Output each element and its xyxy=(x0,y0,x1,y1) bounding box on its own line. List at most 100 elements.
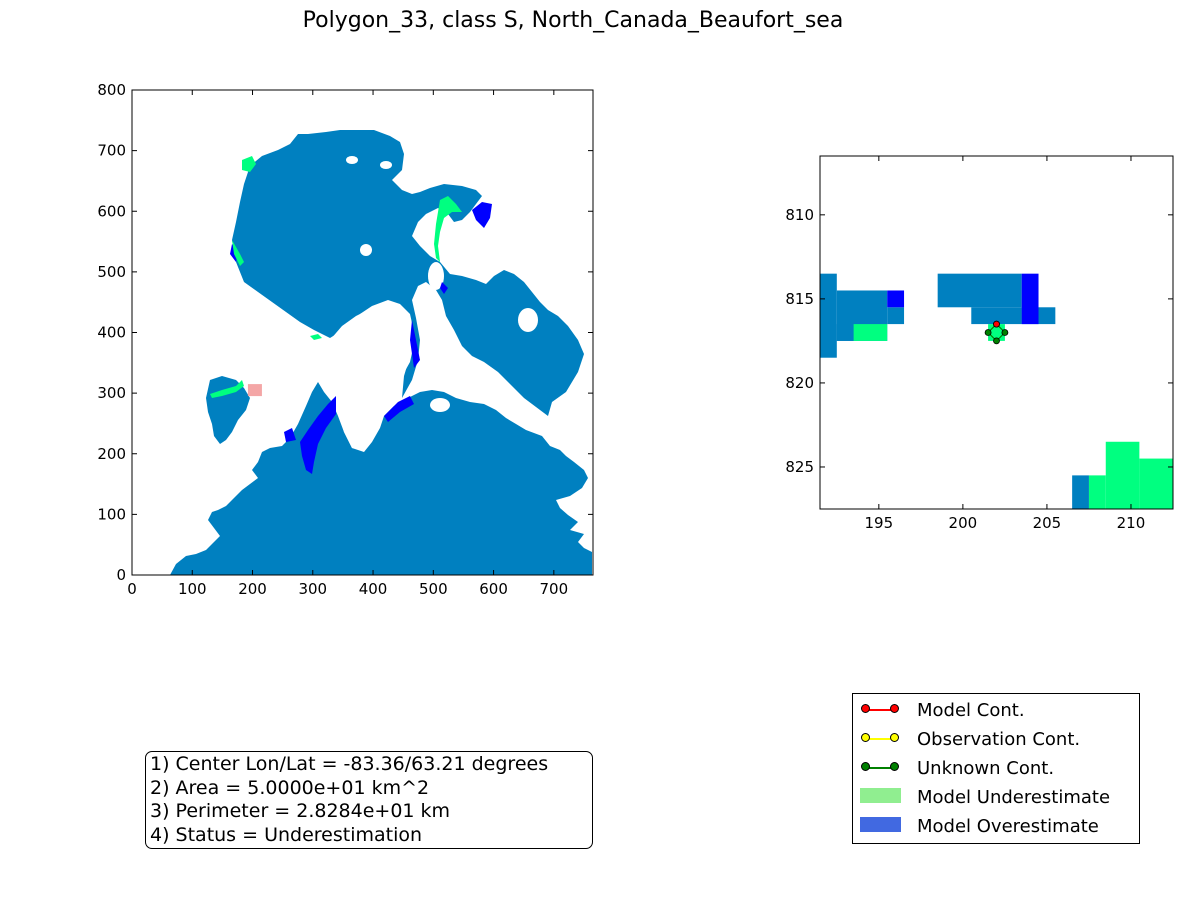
cell-ocean xyxy=(887,307,905,325)
x-tick-label: 600 xyxy=(479,580,508,598)
cell-ocean xyxy=(1072,475,1089,509)
x-tick-label: 0 xyxy=(127,580,137,598)
cell-ocean xyxy=(820,273,837,358)
ocean-south-region xyxy=(170,382,592,575)
y-tick-label: 600 xyxy=(97,202,126,220)
y-tick-label: 820 xyxy=(785,374,814,392)
underestimate-mark-5 xyxy=(310,334,322,340)
x-tick-label: 400 xyxy=(359,580,388,598)
legend-marker-icon xyxy=(861,733,870,742)
x-tick-label: 700 xyxy=(540,580,569,598)
y-tick-label: 300 xyxy=(97,384,126,402)
x-tick-label: 200 xyxy=(949,514,978,532)
info-center: 1) Center Lon/Lat = -83.36/63.21 degrees xyxy=(150,753,549,775)
zoom-cells xyxy=(820,273,1173,509)
island-1 xyxy=(360,244,372,256)
y-tick-label: 500 xyxy=(97,263,126,281)
cell-ocean xyxy=(971,307,1022,325)
info-perimeter: 3) Perimeter = 2.8284e+01 km xyxy=(150,800,451,822)
island-3 xyxy=(346,156,358,164)
y-tick-label: 100 xyxy=(97,505,126,523)
y-tick-label: 400 xyxy=(97,324,126,342)
x-tick-label: 205 xyxy=(1033,514,1062,532)
x-tick-label: 210 xyxy=(1117,514,1146,532)
legend-label: Model Cont. xyxy=(917,700,1025,721)
overestimate-mark-2 xyxy=(472,202,492,228)
legend-patch-icon xyxy=(860,788,901,803)
zoom-frame xyxy=(819,155,1174,510)
x-tick-label: 200 xyxy=(238,580,267,598)
overview-model-underestimate xyxy=(210,156,462,398)
legend-marker-icon xyxy=(861,704,870,713)
overestimate-mark-1 xyxy=(300,396,336,474)
legend-label: Model Underestimate xyxy=(917,787,1111,808)
y-tick-label: 200 xyxy=(97,445,126,463)
island-5 xyxy=(430,398,450,412)
cell-underestimate xyxy=(1088,475,1106,509)
cell-underestimate xyxy=(1105,441,1140,509)
unknown-contour-point xyxy=(984,329,992,336)
x-tick-label: 100 xyxy=(178,580,207,598)
legend-marker-icon xyxy=(861,762,870,771)
overestimate-mark-3 xyxy=(384,396,414,422)
legend-model-cont: Model Cont. xyxy=(853,698,1139,724)
y-tick-label: 825 xyxy=(785,458,814,476)
cell-underestimate xyxy=(1139,458,1173,509)
y-tick-label: 0 xyxy=(116,566,126,584)
x-tick-label: 195 xyxy=(865,514,894,532)
info-area: 2) Area = 5.0000e+01 km^2 xyxy=(150,776,430,799)
info-status: 4) Status = Underestimation xyxy=(150,823,423,846)
y-tick-label: 815 xyxy=(785,290,814,308)
cell-ocean xyxy=(836,324,854,341)
legend-model-under: Model Underestimate xyxy=(853,785,1139,811)
overview-map: 0 100 200 300 400 500 600 700 0 100 200 300 400 500 60… xyxy=(97,81,594,598)
model-contour-point xyxy=(993,320,1000,328)
unknown-contour-point xyxy=(1001,329,1009,336)
overestimate-mark-5 xyxy=(440,282,448,294)
zoom-axes: 195 200 205 210 810 815 820 825 xyxy=(785,156,1173,532)
zoom-map: 195 200 205 210 810 815 820 825 xyxy=(785,155,1174,532)
island-6 xyxy=(518,308,538,332)
figure-title: Polygon_33, class S, North_Canada_Beaufo… xyxy=(302,8,844,33)
legend-label: Observation Cont. xyxy=(917,729,1081,750)
legend-model-over: Model Overestimate xyxy=(853,814,1139,840)
legend-marker-icon xyxy=(890,704,899,713)
info-box: 1) Center Lon/Lat = -83.36/63.21 degrees… xyxy=(145,751,593,849)
overview-islands xyxy=(326,156,538,450)
highlighted-polygon xyxy=(247,384,262,397)
legend-unknown-cont: Unknown Cont. xyxy=(853,756,1139,782)
underestimate-mark-3 xyxy=(232,240,244,266)
x-tick-label: 500 xyxy=(419,580,448,598)
legend-line-icon xyxy=(865,738,895,740)
legend-patch-icon xyxy=(860,817,901,832)
legend-line-icon xyxy=(865,709,895,711)
legend-marker-icon xyxy=(890,762,899,771)
y-tick-label: 800 xyxy=(97,81,126,99)
overview-axes: 0 100 200 300 400 500 600 700 0 100 200 300 400 500 60… xyxy=(97,81,593,598)
legend-line-icon xyxy=(865,767,895,769)
cell-overestimate xyxy=(887,290,905,308)
zoom-contour xyxy=(984,320,1009,345)
y-tick-label: 700 xyxy=(97,142,126,160)
ocean-baffin-region xyxy=(232,130,584,416)
underestimate-mark-1 xyxy=(242,156,256,172)
legend-marker-icon xyxy=(890,733,899,742)
legend-label: Unknown Cont. xyxy=(917,758,1055,779)
legend-label: Model Overestimate xyxy=(917,816,1099,837)
overestimate-mark-6 xyxy=(284,428,296,442)
island-7 xyxy=(492,230,508,250)
y-tick-label: 810 xyxy=(785,206,814,224)
cell-overestimate xyxy=(1021,273,1039,325)
cell-underestimate xyxy=(853,324,888,341)
underestimate-mark-4 xyxy=(210,380,244,398)
x-tick-label: 300 xyxy=(298,580,327,598)
overestimate-mark-4 xyxy=(410,320,420,368)
island-4 xyxy=(380,161,392,169)
underestimate-mark-2 xyxy=(434,196,462,262)
island-2 xyxy=(428,262,444,290)
unknown-contour-point xyxy=(993,337,1000,345)
greenland xyxy=(326,306,414,450)
legend-obs-cont: Observation Cont. xyxy=(853,727,1139,753)
legend: Model Cont. Observation Cont. Unknown Co… xyxy=(852,693,1140,844)
